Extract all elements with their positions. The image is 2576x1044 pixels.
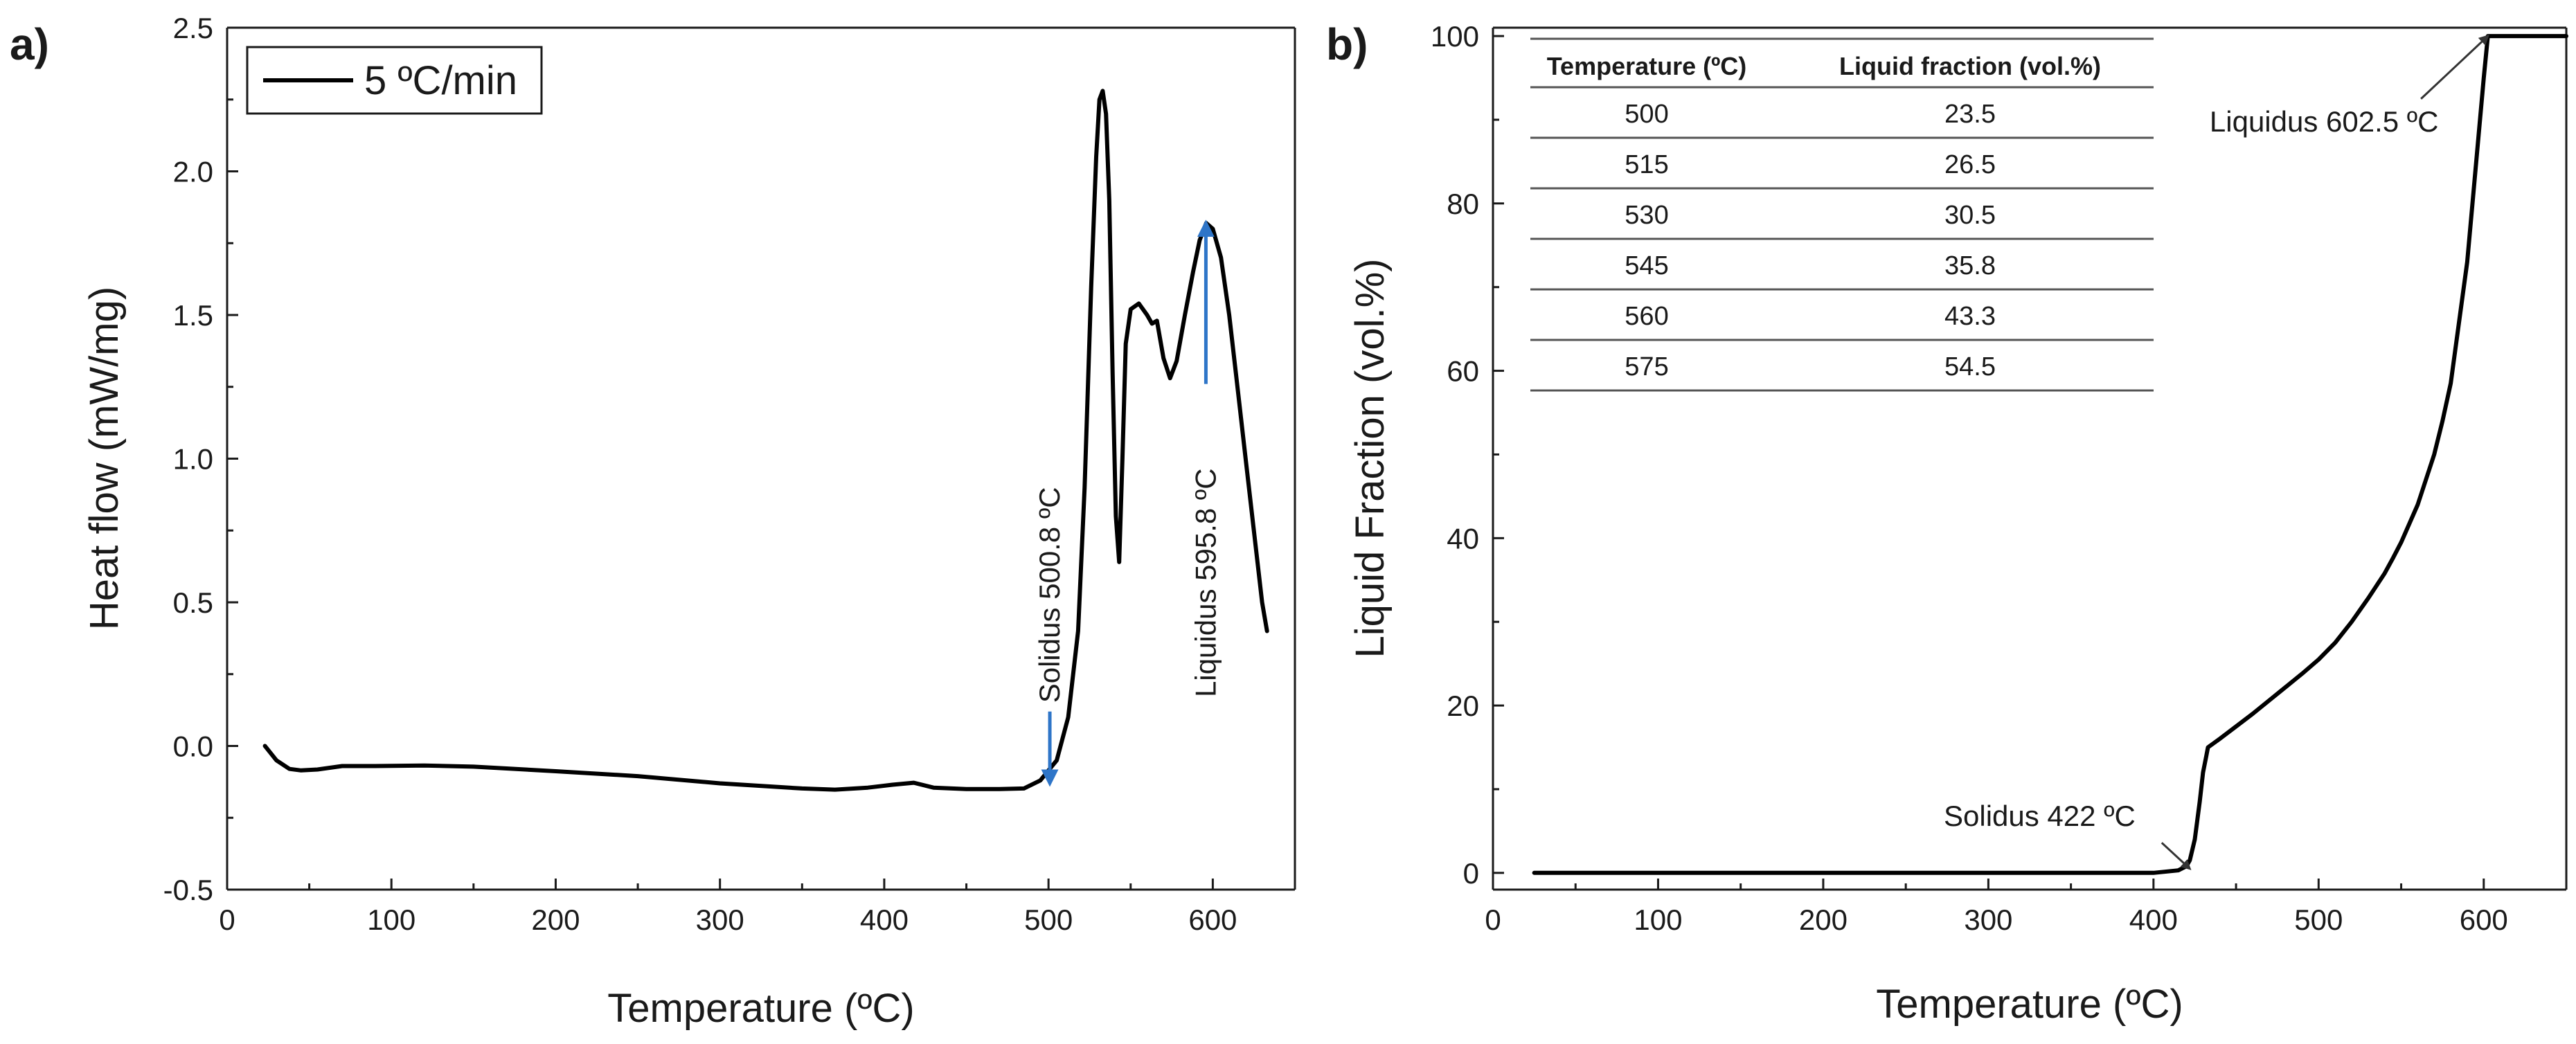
panel-b-x-tick-label: 100	[1634, 903, 1682, 936]
table-cell-liquid-fraction: 43.3	[1944, 302, 1996, 331]
table-cell-temperature: 545	[1625, 251, 1668, 280]
panel-b-label: b)	[1326, 19, 1368, 69]
panel-a-x-tick-label: 0	[219, 903, 235, 936]
panel-a-x-tick-label: 500	[1024, 903, 1073, 936]
panel-b-liquid-fraction-line	[1532, 34, 2568, 875]
panel-a-x-ticks: 0 100 200 300 400 500 600	[219, 879, 1237, 936]
panel-a-solidus-annotation: Solidus 500.8 ºC	[1033, 487, 1066, 703]
table-body: 500 23.5 515 26.5 530 30.5 545 35.8 560 43.3 575 54…	[1530, 100, 2154, 392]
table-cell-temperature: 575	[1625, 352, 1668, 381]
table-cell-liquid-fraction: 35.8	[1944, 251, 1996, 280]
panel-b-y-tick-label: 80	[1447, 188, 1479, 220]
panel-b-liquidus-annotation: Liquidus 602.5 ºC	[2210, 105, 2439, 138]
panel-b-solidus-arrow	[2161, 842, 2192, 870]
panel-b-x-ticks: 0 100 200 300 400 500 600	[1485, 879, 2508, 936]
panel-a-y-tick-label: -0.5	[163, 874, 213, 906]
chart-panel-b: b) 0 100 200 300 400 500 600 0 20 40 60 80 100 Temp…	[1326, 19, 2568, 1027]
table-cell-temperature: 560	[1625, 302, 1668, 331]
table-cell-temperature: 500	[1625, 100, 1668, 129]
table-cell-liquid-fraction: 54.5	[1944, 352, 1996, 381]
panel-a-liquidus-annotation: Liquidus 595.8 ºC	[1189, 468, 1222, 697]
table-header-liquid-fraction: Liquid fraction (vol.%)	[1839, 52, 2101, 80]
panel-b-y-axis-title: Liquid Fraction (vol.%)	[1348, 259, 1393, 658]
panel-b-x-tick-label: 0	[1485, 903, 1501, 936]
panel-b-y-tick-label: 20	[1447, 690, 1479, 722]
panel-b-y-tick-label: 0	[1463, 857, 1479, 890]
panel-b-liquidus-arrow	[2420, 35, 2489, 100]
panel-b-y-ticks: 0 20 40 60 80 100	[1431, 20, 1504, 890]
panel-a-x-tick-label: 300	[696, 903, 744, 936]
panel-a-legend-label: 5 ºC/min	[364, 58, 517, 103]
panel-a-heat-flow-line	[262, 89, 1269, 792]
panel-a-y-tick-label: 0.0	[173, 730, 213, 763]
panel-a-y-tick-label: 1.5	[173, 299, 213, 332]
panel-b-solidus-annotation: Solidus 422 ºC	[1944, 800, 2136, 832]
panel-a-y-ticks: -0.5 0.0 0.5 1.0 1.5 2.0 2.5	[163, 12, 238, 906]
panel-b-x-tick-label: 200	[1799, 903, 1848, 936]
panel-b-y-tick-label: 100	[1431, 20, 1479, 53]
table-cell-liquid-fraction: 26.5	[1944, 150, 1996, 179]
panel-b-y-tick-label: 60	[1447, 355, 1479, 388]
panel-a-y-tick-label: 2.5	[173, 12, 213, 44]
table-cell-liquid-fraction: 23.5	[1944, 100, 1996, 129]
panel-b-x-axis-title: Temperature (ºC)	[1876, 982, 2183, 1027]
panel-b-y-tick-label: 40	[1447, 522, 1479, 555]
panel-a-label: a)	[10, 19, 49, 69]
panel-a-x-tick-label: 100	[367, 903, 415, 936]
panel-a-y-axis-title: Heat flow (mW/mg)	[82, 287, 127, 630]
panel-b-x-tick-label: 500	[2294, 903, 2343, 936]
panel-b-inset-table: Temperature (ºC) Liquid fraction (vol.%)…	[1530, 37, 2154, 392]
panel-a-x-axis-title: Temperature (ºC)	[607, 986, 914, 1031]
panel-a-y-tick-label: 2.0	[173, 156, 213, 188]
chart-panel-a: a) 0 100 200 300 400 500 600 -0.5 0.0 0.5 1.0 1.5 2…	[10, 12, 1296, 1031]
panel-a-x-tick-label: 600	[1188, 903, 1237, 936]
panel-a-y-tick-label: 1.0	[173, 443, 213, 476]
panel-a-x-tick-label: 400	[860, 903, 909, 936]
panel-b-x-tick-label: 400	[2129, 903, 2178, 936]
table-cell-temperature: 515	[1625, 150, 1668, 179]
table-header-temperature: Temperature (ºC)	[1547, 52, 1747, 80]
table-cell-temperature: 530	[1625, 201, 1668, 230]
panel-a-x-tick-label: 200	[531, 903, 580, 936]
panel-a-y-tick-label: 0.5	[173, 586, 213, 619]
table-cell-liquid-fraction: 30.5	[1944, 201, 1996, 230]
panel-b-x-tick-label: 600	[2460, 903, 2508, 936]
panel-b-x-tick-label: 300	[1964, 903, 2012, 936]
